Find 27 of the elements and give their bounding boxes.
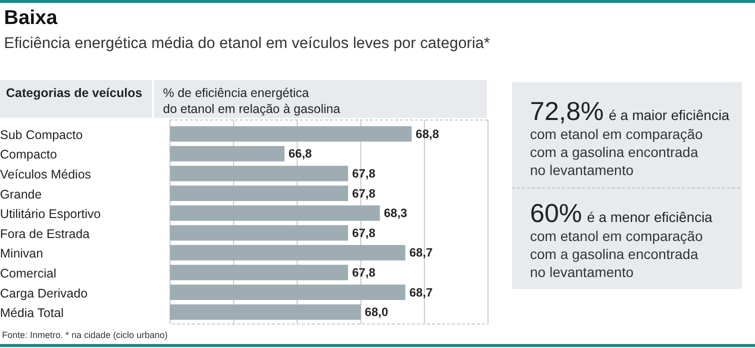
y-axis-title: Categorias de veículos — [6, 86, 142, 100]
y-tick-label: Comercial — [0, 266, 56, 280]
data-label: 68,7 — [409, 285, 433, 300]
y-tick-label: Média Total — [0, 306, 64, 320]
y-tick-label: Veículos Médios — [0, 168, 92, 182]
y-tick-label: Utilitário Esportivo — [0, 207, 101, 222]
data-label: 67,8 — [352, 186, 376, 200]
data-label: 66,8 — [288, 146, 312, 161]
y-tick-label: Grande — [0, 187, 42, 202]
data-label: 68,8 — [416, 126, 440, 141]
chart-subtitle: Eficiência energética média do etanol em veículos leves por categoria* — [4, 35, 490, 52]
data-label: 68,7 — [409, 246, 433, 260]
text: 60% é a menor eficiência com etanol em comparação com a gasolina encontrada no levantamento — [530, 198, 713, 280]
y-tick-label: Sub Compacto — [0, 128, 83, 142]
text: 72,8% é a maior eficiência com etanol em comparação com a gasolina encontrada no levantamento — [530, 96, 730, 178]
data-label: 67,8 — [352, 266, 376, 280]
data-label: 67,8 — [352, 226, 376, 240]
data-label: 68,0 — [364, 305, 388, 320]
y-tick-label: Compacto — [0, 148, 58, 162]
data-label: 67,8 — [352, 166, 376, 180]
x-axis-title: % de eficiência energética do etanol em relação à gasolina — [163, 86, 340, 116]
chart-title: Baixa — [4, 7, 58, 29]
y-tick-label: Minivan — [0, 246, 44, 261]
data-label: 68,3 — [384, 206, 408, 220]
y-tick-label: Carga Derivado — [0, 286, 88, 300]
source-note: Fonte: Inmetro. * na cidade (ciclo urbano) — [2, 330, 168, 340]
y-tick-label: Fora de Estrada — [0, 226, 90, 241]
